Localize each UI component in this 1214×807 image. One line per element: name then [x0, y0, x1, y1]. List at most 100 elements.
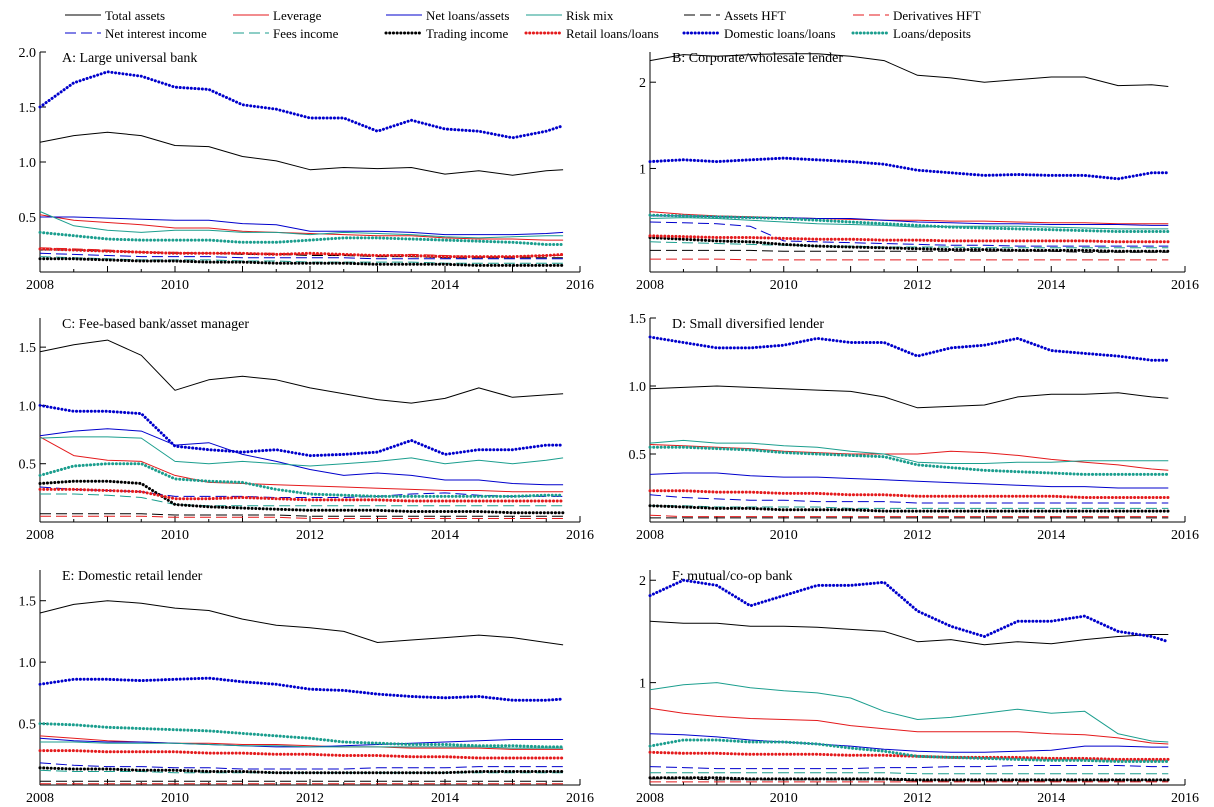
x-tick-label: 2010	[161, 791, 189, 806]
y-tick-label: 0.5	[19, 211, 37, 226]
x-tick-label: 2008	[636, 791, 664, 806]
x-tick-label: 2012	[904, 278, 932, 293]
x-tick-label: 2012	[296, 791, 324, 806]
series-line-retail-loans-loans	[38, 749, 565, 760]
series-line-trading-income	[38, 766, 565, 775]
legend-label: Derivatives HFT	[893, 8, 981, 23]
series-line-total-assets	[649, 620, 1169, 646]
series-line-trading-income	[38, 257, 565, 267]
series-line-net-interest-income	[649, 221, 1169, 247]
y-tick-label: 1	[639, 162, 646, 177]
x-tick-label: 2016	[566, 528, 594, 543]
y-tick-label: 1.0	[19, 656, 37, 671]
y-tick-label: 1.5	[629, 312, 647, 327]
y-tick-label: 1.0	[19, 156, 37, 171]
y-tick-label: 1.0	[19, 399, 37, 414]
legend-item-total-assets: Total assets	[65, 8, 165, 23]
y-tick-label: 2	[639, 76, 646, 91]
series-line-trading-income	[648, 776, 1170, 782]
x-tick-label: 2012	[296, 528, 324, 543]
legend-label: Total assets	[105, 8, 165, 23]
legend-item-trading-income: Trading income	[384, 26, 508, 41]
legend-item-domestic-loans-loans: Domestic loans/loans	[682, 26, 836, 41]
panel-title: C: Fee-based bank/asset manager	[62, 317, 249, 332]
legend-item-leverage: Leverage	[233, 8, 322, 23]
series-line-loans-deposits	[38, 462, 565, 498]
x-tick-label: 2008	[26, 791, 54, 806]
chart-panels: A: Large universal bank 0.5 1.0 1.5 2.0 2008 2…	[19, 46, 1200, 806]
panel-title: B: Corporate/wholesale lender	[672, 51, 843, 66]
panel-title: A: Large universal bank	[62, 51, 197, 66]
series-line-loans-deposits	[648, 445, 1170, 476]
series-line-derivatives-hft	[40, 515, 564, 519]
y-tick-label: 1.5	[19, 341, 37, 356]
legend-label: Retail loans/loans	[566, 26, 659, 41]
series-line-total-assets	[649, 385, 1169, 409]
panel-a: A: Large universal bank 0.5 1.0 1.5 2.0 2008 2…	[19, 46, 595, 293]
y-tick-label: 2	[639, 574, 646, 589]
legend-label: Fees income	[273, 26, 339, 41]
series-line-leverage	[649, 707, 1169, 745]
series-line-assets-hft	[650, 249, 1169, 253]
legend-label: Loans/deposits	[893, 26, 971, 41]
x-tick-label: 2012	[296, 278, 324, 293]
series-line-fees-income	[650, 772, 1169, 775]
series-line-fees-income	[39, 769, 564, 774]
x-tick-label: 2012	[904, 791, 932, 806]
y-tick-label: 0.5	[19, 718, 37, 733]
legend-label: Net interest income	[105, 26, 207, 41]
x-tick-label: 2014	[1037, 278, 1065, 293]
series-line-assets-hft	[40, 513, 564, 517]
series-line-domestic-loans-loans	[38, 70, 565, 140]
x-tick-label: 2016	[566, 278, 594, 293]
series-line-net-interest-income	[649, 765, 1169, 770]
series-line-risk-mix	[39, 211, 564, 239]
series-line-total-assets	[39, 131, 564, 176]
x-tick-label: 2016	[1171, 278, 1199, 293]
legend-item-assets-hft: Assets HFT	[684, 8, 786, 23]
series-line-retail-loans-loans	[648, 750, 1170, 761]
panel-e: E: Domestic retail lender 0.5 1.0 1.5 2008 20…	[19, 569, 595, 806]
y-tick-label: 2.0	[19, 46, 37, 61]
x-tick-label: 2014	[1037, 791, 1065, 806]
x-tick-label: 2008	[26, 528, 54, 543]
x-tick-label: 2014	[431, 278, 459, 293]
series-line-trading-income	[648, 504, 1170, 513]
series-line-retail-loans-loans	[38, 487, 565, 503]
series-line-loans-deposits	[38, 722, 565, 749]
x-tick-label: 2010	[770, 278, 798, 293]
y-tick-label: 1	[639, 677, 646, 692]
series-line-risk-mix	[39, 436, 564, 467]
series-line-derivatives-hft	[650, 258, 1169, 261]
y-tick-label: 0.5	[629, 448, 647, 463]
y-tick-label: 1.5	[19, 595, 37, 610]
x-tick-label: 2016	[1171, 791, 1199, 806]
legend-label: Net loans/assets	[426, 8, 509, 23]
series-line-net-loans-assets	[649, 733, 1169, 753]
legend: Total assets Leverage Net loans/assets Risk…	[65, 8, 981, 41]
series-line-total-assets	[39, 339, 564, 404]
series-line-fees-income	[39, 256, 564, 264]
series-line-trading-income	[38, 479, 565, 515]
legend-item-derivatives-hft: Derivatives HFT	[853, 8, 981, 23]
panel-title: D: Small diversified lender	[672, 317, 824, 332]
series-line-loans-deposits	[38, 230, 565, 246]
x-tick-label: 2014	[1037, 528, 1065, 543]
series-line-risk-mix	[649, 439, 1169, 464]
series-line-retail-loans-loans	[648, 489, 1170, 499]
series-line-leverage	[39, 436, 564, 493]
series-line-derivatives-hft	[649, 514, 1169, 518]
series-line-net-loans-assets	[39, 428, 564, 486]
series-line-domestic-loans-loans	[648, 335, 1170, 362]
series-line-risk-mix	[649, 682, 1169, 743]
legend-item-retail-loans-loans: Retail loans/loans	[524, 26, 659, 41]
panel-b: B: Corporate/wholesale lender 1 2 2008 2010 2…	[636, 51, 1199, 293]
series-line-risk-mix	[649, 217, 1169, 230]
series-line-domestic-loans-loans	[648, 578, 1170, 644]
series-line-net-interest-income	[39, 762, 564, 770]
series-line-domestic-loans-loans	[38, 676, 565, 702]
x-tick-label: 2010	[161, 278, 189, 293]
legend-item-risk-mix: Risk mix	[526, 8, 614, 23]
x-tick-label: 2014	[431, 791, 459, 806]
